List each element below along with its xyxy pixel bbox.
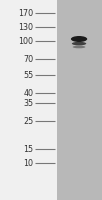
Text: 170: 170 (18, 8, 33, 18)
Text: 10: 10 (23, 158, 33, 168)
Ellipse shape (73, 46, 85, 48)
Text: 40: 40 (23, 88, 33, 98)
Text: 130: 130 (18, 22, 33, 31)
Text: 15: 15 (23, 144, 33, 154)
Text: 70: 70 (23, 54, 33, 64)
Text: 25: 25 (23, 116, 33, 126)
Text: 35: 35 (23, 98, 33, 108)
Bar (0, 0, 57, 200)
Ellipse shape (72, 42, 86, 45)
Text: 55: 55 (23, 71, 33, 79)
Text: 100: 100 (18, 36, 33, 46)
Ellipse shape (71, 36, 87, 42)
Bar (57, 0, 102, 200)
